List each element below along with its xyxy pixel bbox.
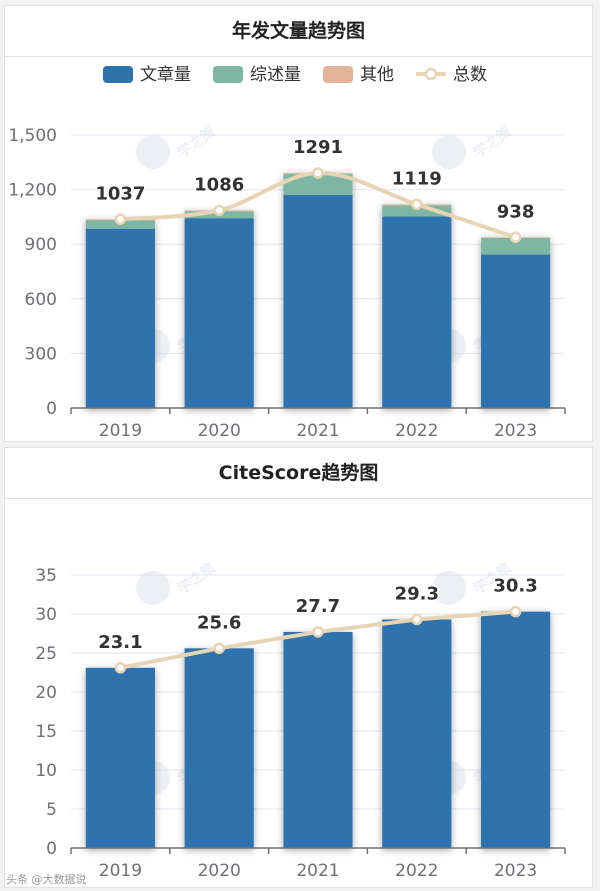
- x-tick-label: 2019: [99, 421, 142, 441]
- y-tick-label: 900: [25, 235, 57, 255]
- data-label: 1037: [95, 183, 145, 204]
- data-label: 29.3: [395, 583, 439, 604]
- legend-swatch: [323, 66, 353, 83]
- bar: [85, 667, 155, 848]
- line-point: [411, 613, 423, 626]
- line-point: [114, 662, 127, 674]
- y-tick-label: 20: [35, 683, 57, 703]
- line-point: [213, 642, 225, 655]
- chart-title: CiteScore趋势图: [5, 448, 592, 499]
- legend-item: 其他: [323, 65, 394, 85]
- chart-title: 年发文量趋势图: [5, 6, 592, 57]
- legend-item: 综述量: [213, 65, 301, 85]
- bar: [481, 611, 551, 848]
- x-tick-label: 2021: [296, 861, 339, 881]
- y-tick-label: 300: [25, 344, 57, 364]
- line-point: [509, 605, 522, 618]
- data-label: 30.3: [493, 576, 537, 597]
- watermark-logo: 学之策: [432, 123, 515, 169]
- bar: [481, 254, 551, 408]
- citescore-trend-panel: CiteScore趋势图 05101520253035学之策学之策学之策学之策2…: [4, 447, 593, 888]
- data-label: 1086: [194, 174, 244, 195]
- y-tick-label: 5: [46, 800, 57, 820]
- line-point: [213, 204, 225, 217]
- x-tick-label: 2022: [395, 861, 438, 881]
- bar: [481, 237, 551, 255]
- bar: [382, 205, 452, 217]
- y-tick-label: 0: [46, 839, 57, 859]
- legend-label: 综述量: [250, 65, 301, 85]
- line-point: [411, 198, 423, 211]
- bar: [283, 631, 353, 848]
- line-point: [312, 626, 324, 638]
- footer-watermark: 头条 @大数据说: [6, 873, 87, 886]
- bar: [382, 619, 452, 848]
- watermark-logo: 学之策: [136, 123, 219, 169]
- legend-swatch-point: [424, 67, 438, 81]
- x-tick-label: 2023: [494, 861, 537, 881]
- bar: [283, 174, 353, 196]
- line-point: [509, 231, 522, 244]
- y-tick-label: 600: [25, 290, 57, 310]
- y-tick-label: 10: [35, 761, 57, 781]
- bar-group: [85, 667, 155, 848]
- y-tick-label: 25: [35, 644, 57, 664]
- y-tick-label: 1,500: [8, 126, 57, 146]
- y-tick-label: 15: [35, 722, 57, 742]
- bar-group: [283, 173, 353, 408]
- bar: [85, 228, 155, 408]
- data-label: 1291: [293, 137, 343, 158]
- y-tick-label: 0: [46, 399, 57, 419]
- watermark-logo-circle: [432, 135, 466, 169]
- legend-swatch: [213, 66, 243, 83]
- y-tick-label: 35: [35, 566, 57, 586]
- y-tick-label: 30: [35, 605, 57, 625]
- line-point: [312, 167, 324, 179]
- line-point: [114, 213, 127, 226]
- data-label: 25.6: [197, 612, 241, 633]
- legend-label: 文章量: [140, 65, 191, 85]
- data-label: 938: [497, 201, 535, 222]
- citescore-trend-chart: 05101520253035学之策学之策学之策学之策20192020202120…: [35, 559, 566, 881]
- bar-group: [283, 631, 353, 848]
- bar-group: [184, 210, 254, 408]
- data-label: 1119: [392, 168, 442, 189]
- watermark-logo-text: 学之策: [174, 123, 219, 162]
- bar: [184, 218, 254, 408]
- data-label: 27.7: [296, 596, 340, 617]
- x-tick-label: 2022: [395, 421, 438, 441]
- bar-group: [85, 219, 155, 408]
- publication-trend-chart: 文章量综述量其他总数03006009001,2001,500学之策学之策学之策学…: [8, 65, 566, 441]
- bar-group: [184, 648, 254, 848]
- watermark-logo-circle: [136, 135, 170, 169]
- data-label: 23.1: [98, 632, 142, 653]
- legend-label: 总数: [453, 65, 487, 85]
- legend-label: 其他: [360, 65, 394, 85]
- legend-item: 总数: [416, 65, 487, 85]
- publication-trend-panel: 年发文量趋势图 文章量 综述量 其他 总数 0 300 600 900 1,200 1,500 学之…: [4, 5, 593, 442]
- x-tick-label: 2023: [494, 421, 537, 441]
- bar-group: [481, 237, 551, 408]
- bar: [283, 195, 353, 408]
- x-tick-label: 2020: [198, 421, 241, 441]
- x-tick-label: 2020: [198, 861, 241, 881]
- bar-group: [481, 611, 551, 848]
- watermark-logo-text: 学之策: [470, 123, 515, 162]
- watermark-logo: 学之策: [136, 559, 219, 605]
- legend-item: 文章量: [103, 65, 191, 85]
- watermark-logo-circle: [432, 571, 466, 605]
- bar-group: [382, 204, 452, 408]
- bar: [184, 648, 254, 848]
- bar: [382, 216, 452, 408]
- bar-group: [382, 619, 452, 848]
- watermark-logo-circle: [136, 571, 170, 605]
- legend-swatch: [103, 66, 133, 83]
- watermark-logo-text: 学之策: [174, 559, 219, 598]
- x-tick-label: 2021: [296, 421, 339, 441]
- x-tick-label: 2019: [99, 861, 142, 881]
- y-tick-label: 1,200: [8, 181, 57, 201]
